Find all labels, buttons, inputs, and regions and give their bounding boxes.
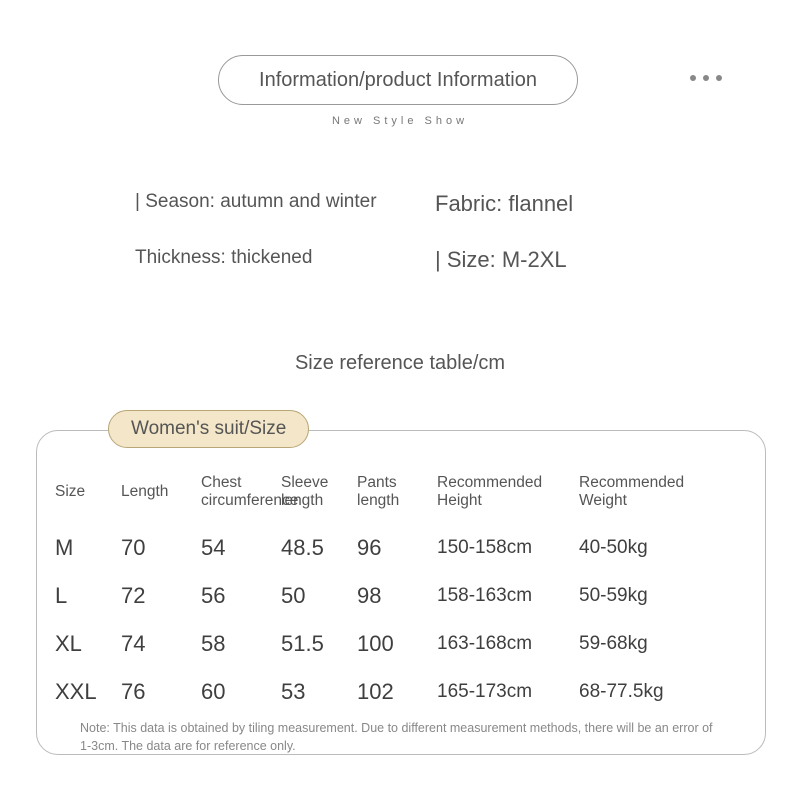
cell-chest: 54 <box>201 535 281 561</box>
cell-pants: 98 <box>357 583 437 609</box>
cell-weight: 68-77.5kg <box>579 681 719 703</box>
womens-suit-badge: Women's suit/Size <box>108 410 309 448</box>
table-header-row: Size Length Chest circumference Sleeve l… <box>55 474 755 510</box>
size-table: Size Length Chest circumference Sleeve l… <box>55 474 755 716</box>
cell-weight: 50-59kg <box>579 585 719 607</box>
size-reference-title: Size reference table/cm <box>0 352 800 375</box>
table-row: XL 74 58 51.5 100 163-168cm 59-68kg <box>55 620 755 668</box>
col-size: Size <box>55 483 121 501</box>
cell-weight: 59-68kg <box>579 633 719 655</box>
cell-length: 70 <box>121 535 201 561</box>
measurement-note: Note: This data is obtained by tiling me… <box>80 720 720 755</box>
cell-weight: 40-50kg <box>579 537 719 559</box>
cell-size: XXL <box>55 679 121 705</box>
dots-decor <box>690 75 722 81</box>
cell-size: M <box>55 535 121 561</box>
cell-length: 72 <box>121 583 201 609</box>
col-chest: Chest circumference <box>201 474 281 510</box>
cell-height: 163-168cm <box>437 633 579 655</box>
cell-sleeve: 51.5 <box>281 631 357 657</box>
title-text: Information/product Information <box>259 69 537 92</box>
cell-sleeve: 50 <box>281 583 357 609</box>
cell-sleeve: 48.5 <box>281 535 357 561</box>
cell-size: XL <box>55 631 121 657</box>
cell-length: 74 <box>121 631 201 657</box>
cell-sleeve: 53 <box>281 679 357 705</box>
cell-chest: 60 <box>201 679 281 705</box>
col-height: Recommended Height <box>437 474 579 510</box>
table-row: M 70 54 48.5 96 150-158cm 40-50kg <box>55 524 755 572</box>
col-sleeve: Sleeve length <box>281 474 357 510</box>
cell-height: 158-163cm <box>437 585 579 607</box>
cell-pants: 96 <box>357 535 437 561</box>
info-season: | Season: autumn and winter <box>135 190 435 218</box>
cell-chest: 56 <box>201 583 281 609</box>
cell-length: 76 <box>121 679 201 705</box>
cell-height: 150-158cm <box>437 537 579 559</box>
table-row: L 72 56 50 98 158-163cm 50-59kg <box>55 572 755 620</box>
dot-icon <box>690 75 696 81</box>
subtitle: New Style Show <box>0 115 800 127</box>
dot-icon <box>703 75 709 81</box>
info-size: | Size: M-2XL <box>435 246 685 274</box>
col-length: Length <box>121 483 201 501</box>
cell-pants: 100 <box>357 631 437 657</box>
table-row: XXL 76 60 53 102 165-173cm 68-77.5kg <box>55 668 755 716</box>
col-weight: Recommended Weight <box>579 474 719 510</box>
info-thickness: Thickness: thickened <box>135 246 435 274</box>
cell-pants: 102 <box>357 679 437 705</box>
cell-chest: 58 <box>201 631 281 657</box>
cell-height: 165-173cm <box>437 681 579 703</box>
dot-icon <box>716 75 722 81</box>
info-fabric: Fabric: flannel <box>435 190 685 218</box>
col-pants: Pants length <box>357 474 437 510</box>
product-info: | Season: autumn and winter Fabric: flan… <box>135 190 685 273</box>
title-pill: Information/product Information <box>218 55 578 105</box>
cell-size: L <box>55 583 121 609</box>
